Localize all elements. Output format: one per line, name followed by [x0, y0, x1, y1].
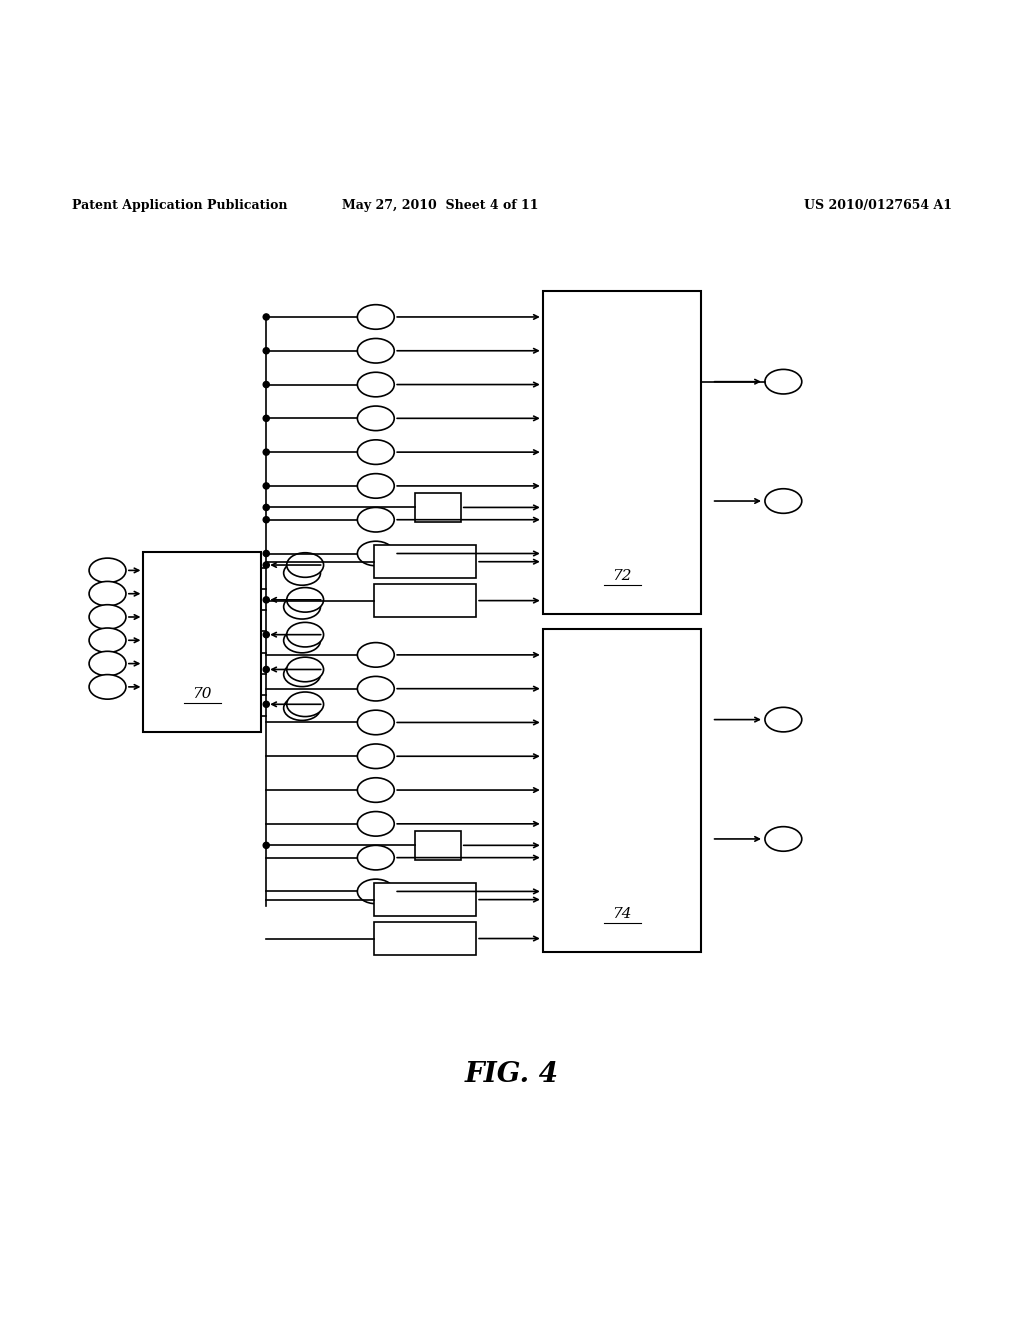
Ellipse shape — [89, 581, 126, 606]
Circle shape — [263, 347, 269, 354]
Bar — [374, 585, 476, 616]
Bar — [374, 545, 476, 578]
Circle shape — [263, 631, 269, 638]
Ellipse shape — [357, 407, 394, 430]
Ellipse shape — [357, 710, 394, 735]
Ellipse shape — [284, 628, 321, 653]
Ellipse shape — [287, 553, 324, 577]
Ellipse shape — [287, 657, 324, 681]
Bar — [415, 494, 461, 521]
Text: FIG. 4: FIG. 4 — [465, 1061, 559, 1088]
Ellipse shape — [284, 663, 321, 686]
Circle shape — [263, 449, 269, 455]
Ellipse shape — [89, 675, 126, 700]
Ellipse shape — [357, 372, 394, 397]
Circle shape — [263, 483, 269, 488]
Text: 74: 74 — [612, 907, 632, 921]
Ellipse shape — [765, 370, 802, 393]
Text: Patent Application Publication: Patent Application Publication — [72, 199, 287, 211]
Circle shape — [263, 381, 269, 388]
Circle shape — [263, 667, 269, 673]
Ellipse shape — [357, 845, 394, 870]
Ellipse shape — [89, 628, 126, 652]
Circle shape — [263, 416, 269, 421]
Text: 70: 70 — [193, 686, 212, 701]
Ellipse shape — [357, 777, 394, 803]
Bar — [374, 883, 476, 916]
Ellipse shape — [89, 558, 126, 582]
Ellipse shape — [357, 676, 394, 701]
Ellipse shape — [357, 305, 394, 329]
Ellipse shape — [765, 488, 802, 513]
Ellipse shape — [284, 594, 321, 619]
Ellipse shape — [89, 605, 126, 630]
Circle shape — [263, 597, 269, 603]
Ellipse shape — [287, 587, 324, 612]
Bar — [543, 630, 701, 952]
Ellipse shape — [287, 622, 324, 647]
Ellipse shape — [357, 744, 394, 768]
Ellipse shape — [765, 826, 802, 851]
Bar — [543, 292, 701, 614]
Ellipse shape — [357, 507, 394, 532]
Circle shape — [263, 504, 269, 511]
Ellipse shape — [357, 812, 394, 836]
Circle shape — [263, 701, 269, 708]
Circle shape — [263, 314, 269, 319]
Ellipse shape — [357, 474, 394, 498]
Ellipse shape — [357, 643, 394, 667]
Text: May 27, 2010  Sheet 4 of 11: May 27, 2010 Sheet 4 of 11 — [342, 199, 539, 211]
Bar — [415, 832, 461, 859]
Ellipse shape — [357, 338, 394, 363]
Circle shape — [263, 516, 269, 523]
Text: US 2010/0127654 A1: US 2010/0127654 A1 — [804, 199, 952, 211]
Ellipse shape — [357, 440, 394, 465]
Text: 72: 72 — [612, 569, 632, 583]
Bar — [374, 923, 476, 954]
Ellipse shape — [284, 561, 321, 585]
Circle shape — [263, 842, 269, 849]
Ellipse shape — [89, 651, 126, 676]
Circle shape — [263, 562, 269, 568]
Bar — [143, 553, 261, 731]
Ellipse shape — [284, 696, 321, 721]
Ellipse shape — [357, 541, 394, 566]
Ellipse shape — [287, 692, 324, 717]
Ellipse shape — [765, 708, 802, 731]
Circle shape — [263, 550, 269, 557]
Ellipse shape — [357, 879, 394, 904]
